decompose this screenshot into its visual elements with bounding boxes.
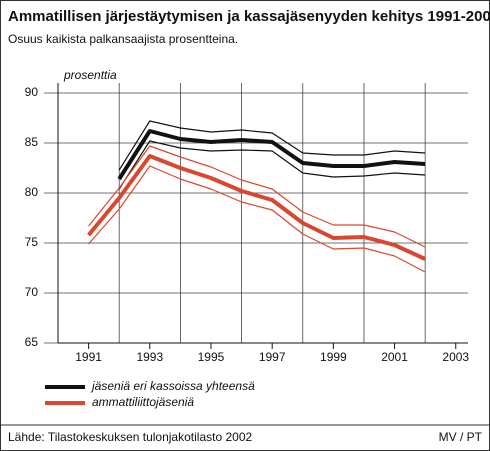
- y-tick-label: 80: [25, 185, 39, 199]
- source: Lähde: Tilastokeskuksen tulonjakotilasto…: [8, 430, 252, 444]
- y-tick-label: 90: [25, 85, 39, 99]
- band-upper: [118, 120, 426, 171]
- y-tick-label: 65: [25, 335, 39, 349]
- band-lower: [118, 140, 426, 190]
- legend-label: jäseniä eri kassoissa yhteensä: [90, 379, 255, 393]
- series-line: [117, 129, 426, 181]
- series-line: [87, 154, 426, 261]
- legend-label: ammattiliittojäseniä: [92, 395, 194, 409]
- band-upper: [88, 145, 426, 248]
- y-tick-label: 75: [25, 235, 39, 249]
- x-tick-label: 1993: [136, 350, 163, 364]
- y-tick-label: 70: [25, 285, 39, 299]
- x-tick-label: 2003: [442, 350, 469, 364]
- x-tick-label: 1995: [198, 350, 225, 364]
- x-tick-label: 1991: [75, 350, 102, 364]
- y-axis-label: prosenttia: [63, 68, 117, 82]
- chart-title: Ammatillisen järjestäytymisen ja kassajä…: [8, 8, 490, 25]
- credit: MV / PT: [439, 430, 483, 444]
- chart-subtitle: Osuus kaikista palkansaajista prosenttei…: [8, 32, 238, 46]
- y-tick-label: 85: [25, 135, 39, 149]
- x-tick-label: 2001: [381, 350, 408, 364]
- band-lower: [88, 165, 426, 273]
- x-tick-label: 1997: [259, 350, 286, 364]
- x-tick-label: 1999: [320, 350, 347, 364]
